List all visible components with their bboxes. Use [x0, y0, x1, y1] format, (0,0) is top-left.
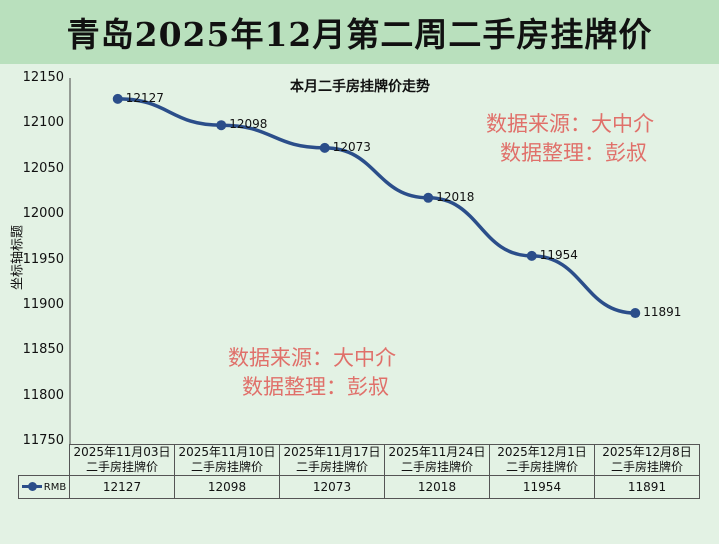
y-tick-label: 11850 — [22, 342, 64, 358]
watermark-bottom: 数据来源：大中介 数据整理：彭叔 — [228, 344, 396, 402]
data-table-header-row: 2025年11月03日 二手房挂牌价 2025年11月10日 二手房挂牌价 2025… — [18, 444, 700, 476]
y-tick-label: 12150 — [22, 70, 64, 85]
y-tick-label: 11800 — [22, 387, 64, 403]
watermark-author: 数据整理：彭叔 — [242, 375, 389, 399]
data-table: 2025年11月03日 二手房挂牌价 2025年11月10日 二手房挂牌价 2025… — [18, 444, 700, 499]
table-corner — [18, 444, 70, 476]
table-category: 2025年11月03日 二手房挂牌价 — [69, 444, 175, 476]
table-value: 12073 — [279, 475, 385, 499]
data-point — [112, 93, 123, 104]
y-tick-label: 12000 — [22, 206, 64, 222]
page-title: 青岛2025年12月第二周二手房挂牌价 — [66, 15, 653, 54]
data-label: 11954 — [539, 247, 578, 262]
legend-entry: RMB — [18, 475, 70, 499]
data-label: 12098 — [229, 117, 268, 132]
y-tick-label: 11750 — [22, 433, 64, 448]
table-value: 11954 — [489, 475, 595, 499]
table-category: 2025年12月1日 二手房挂牌价 — [489, 444, 595, 476]
data-point — [526, 250, 537, 261]
y-tick-label: 12050 — [22, 160, 64, 176]
y-tick-label: 11950 — [22, 251, 64, 267]
data-label: 12018 — [436, 189, 475, 204]
data-label: 12073 — [332, 139, 371, 154]
legend-label: RMB — [43, 481, 67, 493]
data-label: 12127 — [125, 90, 164, 105]
data-label: 11891 — [643, 305, 682, 320]
data-table-value-row: RMB 12127 12098 12073 12018 11954 11891 — [18, 475, 700, 499]
data-point — [630, 308, 641, 319]
data-point — [423, 192, 434, 203]
table-category: 2025年11月24日 二手房挂牌价 — [384, 444, 490, 476]
table-value: 12018 — [384, 475, 490, 499]
data-point — [216, 120, 227, 131]
table-category: 2025年11月10日 二手房挂牌价 — [174, 444, 280, 476]
table-category: 2025年11月17日 二手房挂牌价 — [279, 444, 385, 476]
watermark-author: 数据整理：彭叔 — [500, 141, 647, 165]
chart-title: 本月二手房挂牌价走势 — [290, 79, 430, 95]
table-value: 12127 — [69, 475, 175, 499]
table-value: 12098 — [174, 475, 280, 499]
series-line — [117, 97, 636, 315]
watermark-source: 数据来源：大中介 — [486, 112, 654, 136]
title-bar — [0, 0, 719, 64]
watermark-source: 数据来源：大中介 — [228, 346, 396, 370]
table-category: 2025年12月8日 二手房挂牌价 — [594, 444, 700, 476]
data-point — [319, 142, 330, 153]
legend-line-icon — [21, 482, 42, 491]
table-value: 11891 — [594, 475, 700, 499]
watermark-top: 数据来源：大中介 数据整理：彭叔 — [486, 110, 654, 168]
y-tick-label: 12100 — [22, 115, 64, 131]
y-tick-label: 11900 — [22, 296, 64, 312]
